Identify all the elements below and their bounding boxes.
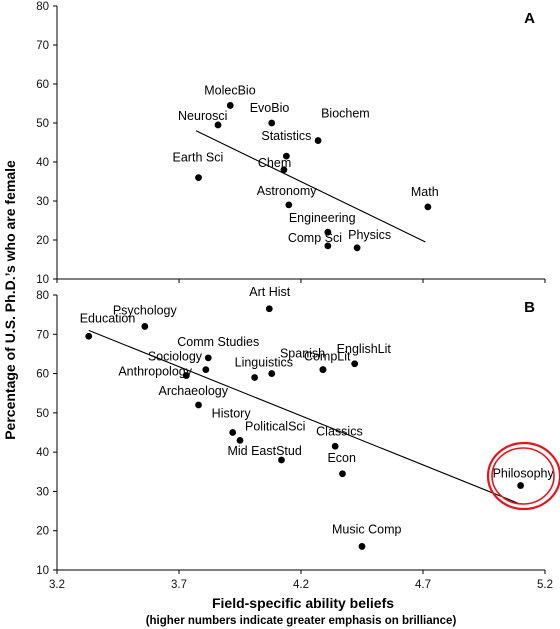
y-tick-label: 80 [36,1,49,13]
x-tick-label: 3.7 [171,579,187,591]
data-label-econ: Econ [327,451,356,465]
y-tick-label: 40 [36,447,49,459]
data-label-englishlit: EnglishLit [337,342,392,356]
data-point-comp-sci [324,242,332,250]
data-point-linguistics [251,374,259,381]
data-point-molecbio [226,102,234,109]
trendline [195,130,426,243]
data-point-philosophy [517,482,524,489]
y-tick-label: 70 [36,40,49,52]
philosophy-highlight-circle-inner [491,447,555,505]
data-point-politicalsci [236,436,244,444]
data-point-linguistics [268,370,276,377]
data-point-engineering [324,228,332,236]
philosophy-highlight-circle [486,441,560,511]
data-label-chem: Chem [258,156,291,170]
panel-letter: A [524,10,535,27]
x-axis-subtitle: (higher numbers indicate greater emphasi… [146,615,457,627]
data-label-statistics: Statistics [261,129,311,143]
y-axis-title: Percentage of U.S. Ph.D.’s who are femal… [2,160,18,440]
data-label-history: History [212,407,252,421]
y-tick-label: 40 [36,157,49,169]
data-point-evobio [268,119,276,127]
data-label-earth-sci: Earth Sci [173,151,224,165]
data-label-linguistics: Linguistics [235,356,293,370]
data-label-psychology: Psychology [113,303,178,317]
x-tick-label: 5.2 [537,579,553,591]
y-tick-label: 80 [36,290,49,302]
x-tick-label: 4.7 [415,579,431,591]
y-tick-label: 20 [36,235,49,247]
data-label-mid-eaststud: Mid EastStud [227,444,301,458]
data-point-comm-studies [204,354,212,362]
y-tick-label: 70 [36,329,49,341]
x-tick-label: 3.2 [49,579,65,591]
data-point-math [424,203,432,211]
data-point-classics [331,442,339,450]
data-point-neurosci [214,121,222,129]
data-point-mid-eaststud [278,456,285,464]
y-tick-label: 30 [36,196,49,208]
data-point-chem [280,166,288,174]
data-label-engineering: Engineering [289,211,356,225]
data-point-statistics [282,152,290,160]
data-label-art-hist: Art Hist [249,285,291,299]
data-point-anthropology [182,372,190,379]
data-label-molecbio: MolecBio [204,83,255,97]
panel-letter: B [524,299,535,316]
data-label-spanish: Spanish [280,347,325,361]
y-tick-label: 10 [36,565,49,577]
data-point-englishlit [351,360,359,368]
data-point-psychology [141,323,149,330]
panel-a: 10 20 30 40 50 60 70 80 A MolecBio EvoBio Neurosci B… [36,1,546,286]
data-point-astronomy [285,201,293,209]
data-label-comp-sci: Comp Sci [288,231,342,245]
data-label-politicalsci: PoliticalSci [245,419,305,433]
data-label-education: Education [80,311,136,325]
data-point-physics [353,244,361,252]
y-tick-label: 50 [36,408,49,420]
data-point-art-hist [265,305,273,313]
data-point-earth-sci [195,174,202,182]
data-point-biochem [314,137,322,144]
x-axis-title: Field-specific ability beliefs [212,595,394,611]
y-tick-label: 10 [36,274,49,286]
data-label-archaeology: Archaeology [159,384,229,398]
panel-b: 10 20 30 40 50 60 70 80 3.2 3.7 4.2 4.7 5.2 B Art Hist… [36,285,554,591]
y-tick-label: 60 [36,79,49,91]
y-tick-label: 50 [36,118,49,130]
data-label-evobio: EvoBio [250,101,290,115]
data-point-history [229,429,237,436]
data-point-complit [319,366,327,374]
data-label-classics: Classics [316,424,363,438]
data-label-anthropology: Anthropology [118,365,192,379]
data-label-biochem: Biochem [321,107,370,121]
data-label-sociology: Sociology [148,350,203,364]
data-point-archaeology [195,401,202,409]
y-tick-label: 30 [36,486,49,498]
data-point-sociology [202,366,210,374]
data-label-neurosci: Neurosci [178,109,227,123]
data-label-physics: Physics [348,228,391,242]
data-point-education [85,332,93,340]
data-label-music-comp: Music Comp [332,522,402,536]
data-label-comm-studies: Comm Studies [177,335,259,349]
data-point-music-comp [358,543,366,550]
y-tick-label: 60 [36,369,49,381]
trendline [88,329,519,504]
data-point-econ [339,470,346,478]
data-label-astronomy: Astronomy [257,184,317,198]
data-label-philosophy: Philosophy [493,467,555,481]
data-label-complit: CompLit [304,350,351,364]
x-tick-label: 4.2 [293,579,309,591]
y-tick-label: 20 [36,526,49,538]
data-label-math: Math [411,185,439,199]
